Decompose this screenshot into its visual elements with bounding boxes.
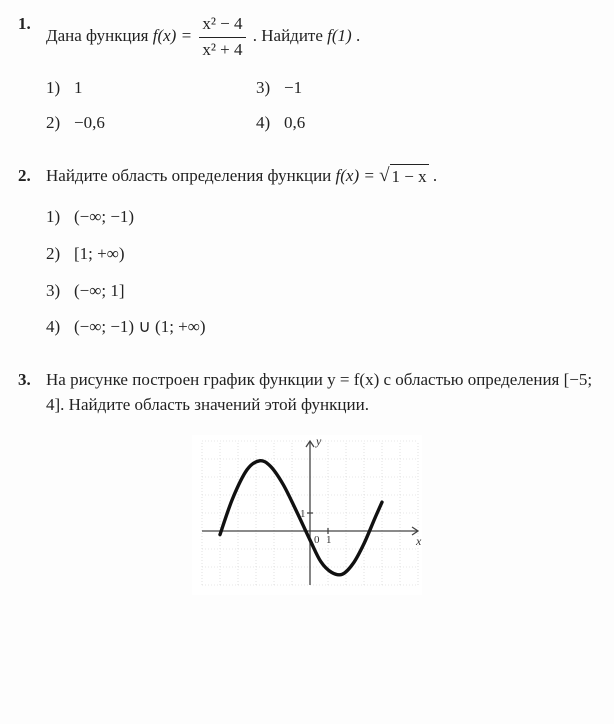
- task-2-sqrt: √ 1 − x: [379, 164, 429, 190]
- task-2-options: 1) (−∞; −1) 2) [1; +∞) 3) (−∞; 1] 4) (−∞…: [46, 205, 596, 340]
- task-1-option-1: 1) 1: [46, 76, 256, 101]
- option-label: 3): [256, 76, 284, 101]
- svg-text:x: x: [415, 534, 422, 548]
- option-value: −1: [284, 76, 302, 101]
- task-2-sqrt-arg: 1 − x: [390, 164, 429, 190]
- task-3: 3. На рисунке построен график функции y …: [18, 368, 596, 595]
- task-1-fraction: x² − 4 x² + 4: [199, 12, 245, 62]
- option-value: 1: [74, 76, 83, 101]
- option-label: 4): [46, 315, 74, 340]
- svg-text:1: 1: [326, 534, 332, 546]
- task-3-number: 3.: [18, 368, 46, 393]
- option-label: 3): [46, 279, 74, 304]
- task-1: 1. Дана функция f(x) = x² − 4 x² + 4 . Н…: [18, 12, 596, 136]
- task-2-stem: Найдите область определения функции f(x)…: [46, 164, 596, 190]
- task-1-find: f(1): [327, 26, 352, 45]
- task-1-stem: Дана функция f(x) = x² − 4 x² + 4 . Найд…: [46, 12, 596, 62]
- task-1-option-3: 3) −1: [256, 76, 466, 101]
- task-1-func-head: f(x) =: [153, 26, 197, 45]
- task-1-option-4: 4) 0,6: [256, 111, 466, 136]
- task-2-func-head: f(x) =: [336, 166, 380, 185]
- option-label: 2): [46, 111, 74, 136]
- task-2-option-1: 1) (−∞; −1): [46, 205, 596, 230]
- svg-text:0: 0: [314, 534, 320, 546]
- task-2: 2. Найдите область определения функции f…: [18, 164, 596, 340]
- option-label: 1): [46, 205, 74, 230]
- svg-text:y: y: [315, 435, 322, 448]
- option-value: −0,6: [74, 111, 105, 136]
- radical-icon: √: [379, 166, 389, 192]
- task-1-number: 1.: [18, 12, 46, 37]
- task-2-option-2: 2) [1; +∞): [46, 242, 596, 267]
- task-1-option-2: 2) −0,6: [46, 111, 256, 136]
- option-value: (−∞; 1]: [74, 279, 125, 304]
- option-label: 1): [46, 76, 74, 101]
- option-value: (−∞; −1): [74, 205, 134, 230]
- task-1-stem-after: . Найдите: [253, 26, 327, 45]
- task-2-period: .: [433, 166, 437, 185]
- option-value: 0,6: [284, 111, 305, 136]
- option-label: 2): [46, 242, 74, 267]
- task-3-header: 3. На рисунке построен график функции y …: [18, 368, 596, 417]
- option-label: 4): [256, 111, 284, 136]
- task-1-stem-before: Дана функция: [46, 26, 153, 45]
- task-2-option-4: 4) (−∞; −1) ∪ (1; +∞): [46, 315, 596, 340]
- task-1-header: 1. Дана функция f(x) = x² − 4 x² + 4 . Н…: [18, 12, 596, 62]
- task-3-text: На рисунке построен график функции y = f…: [46, 370, 592, 414]
- task-1-frac-num: x² − 4: [199, 12, 245, 37]
- task-1-period: .: [356, 26, 360, 45]
- task-2-header: 2. Найдите область определения функции f…: [18, 164, 596, 190]
- option-value: (−∞; −1) ∪ (1; +∞): [74, 315, 206, 340]
- task-2-option-3: 3) (−∞; 1]: [46, 279, 596, 304]
- option-value: [1; +∞): [74, 242, 125, 267]
- task-2-number: 2.: [18, 164, 46, 189]
- task-3-stem: На рисунке построен график функции y = f…: [46, 368, 596, 417]
- task-2-stem-before: Найдите область определения функции: [46, 166, 336, 185]
- task-1-frac-den: x² + 4: [199, 37, 245, 63]
- task-3-graph: yx011: [192, 435, 422, 595]
- task-1-options: 1) 1 3) −1 2) −0,6 4) 0,6: [46, 76, 596, 135]
